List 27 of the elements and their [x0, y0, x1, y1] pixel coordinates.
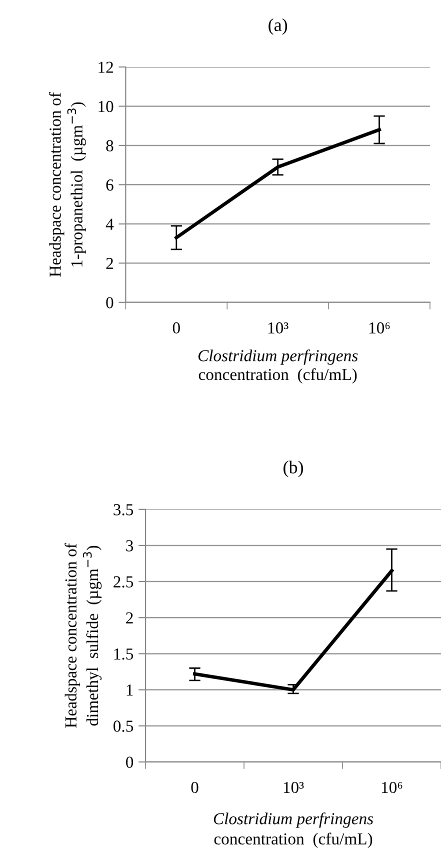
x-tick-label: 10³	[284, 782, 304, 794]
y-tick-label: 2	[106, 258, 113, 269]
x-axis-title: Clostridium perfringens concentration (cfu/mL)	[198, 349, 358, 384]
y-tick-label: 12	[98, 62, 113, 73]
chart-title: (a)	[268, 18, 288, 35]
y-tick-label: 8	[106, 140, 114, 152]
y-tick-label: 3.5	[114, 504, 134, 516]
x-tick-label: 10⁶	[382, 782, 402, 794]
y-tick-label: 6	[106, 179, 114, 191]
y-tick-label: 10	[98, 100, 114, 112]
y-tick-label: 0.5	[114, 720, 134, 732]
y-tick-label: 1	[126, 684, 133, 696]
y-tick-label: 3	[126, 540, 134, 552]
y-tick-label: 2	[126, 612, 133, 624]
chart-title: (b)	[284, 460, 303, 478]
y-tick-label: 0	[106, 297, 114, 308]
y-tick-label: 0	[126, 756, 134, 768]
x-tick-label: 10³	[268, 322, 288, 334]
y-axis-title: Headspace concentration of 1-propanethiol (µgm$^{−3}$)	[48, 92, 86, 277]
x-tick-label: 10⁶	[369, 322, 390, 334]
y-tick-label: 2.5	[114, 576, 134, 588]
y-tick-label: 1.5	[114, 648, 134, 660]
y-tick-label: 4	[106, 218, 114, 230]
x-tick-label: 0	[172, 322, 180, 334]
x-axis-title: Clostridium perfringens concentration (cfu/mL)	[214, 812, 374, 848]
y-axis-title: Headspace concentration of dimethyl sulfide (µgm$^{−3}$)	[64, 543, 102, 728]
x-tick-label: 0	[191, 782, 198, 794]
